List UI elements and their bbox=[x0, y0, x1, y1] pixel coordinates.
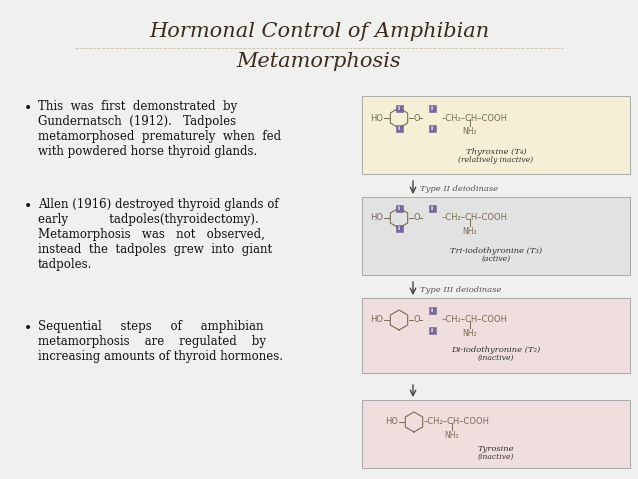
FancyBboxPatch shape bbox=[429, 205, 436, 212]
Text: HO: HO bbox=[370, 114, 383, 123]
Text: •: • bbox=[24, 322, 33, 336]
Text: Type III deiodinase: Type III deiodinase bbox=[420, 286, 501, 294]
Text: i: i bbox=[431, 105, 433, 111]
Text: –CH₂–CH–COOH: –CH₂–CH–COOH bbox=[442, 214, 508, 223]
Text: (inactive): (inactive) bbox=[478, 453, 514, 461]
Text: HO: HO bbox=[370, 214, 383, 223]
Text: NH₂: NH₂ bbox=[463, 227, 477, 236]
Text: NH₂: NH₂ bbox=[463, 329, 477, 338]
Text: –CH₂–CH–COOH: –CH₂–CH–COOH bbox=[424, 418, 490, 426]
Text: Di-iodothyronine (T₂): Di-iodothyronine (T₂) bbox=[451, 346, 540, 354]
Text: HO: HO bbox=[385, 418, 398, 426]
Text: –CH₂–CH–COOH: –CH₂–CH–COOH bbox=[442, 114, 508, 123]
FancyBboxPatch shape bbox=[396, 125, 403, 132]
Text: Metamorphosis: Metamorphosis bbox=[237, 52, 401, 71]
Text: •: • bbox=[24, 102, 33, 116]
FancyBboxPatch shape bbox=[429, 125, 436, 132]
Text: •: • bbox=[24, 200, 33, 214]
FancyBboxPatch shape bbox=[396, 205, 403, 212]
Text: Tri-iodothyronine (T₃): Tri-iodothyronine (T₃) bbox=[450, 247, 542, 255]
Text: i: i bbox=[431, 308, 433, 312]
Text: O: O bbox=[413, 214, 420, 223]
Text: Tyrosine: Tyrosine bbox=[478, 445, 514, 453]
Text: Thyroxine (T₄): Thyroxine (T₄) bbox=[466, 148, 526, 156]
Text: NH₂: NH₂ bbox=[445, 431, 459, 440]
FancyBboxPatch shape bbox=[429, 327, 436, 333]
Text: This  was  first  demonstrated  by
Gundernatsch  (1912).   Tadpoles
metamorphose: This was first demonstrated by Gundernat… bbox=[38, 100, 281, 158]
FancyBboxPatch shape bbox=[429, 104, 436, 112]
Text: Hormonal Control of Amphibian: Hormonal Control of Amphibian bbox=[149, 22, 489, 41]
Text: i: i bbox=[431, 205, 433, 210]
FancyBboxPatch shape bbox=[396, 225, 403, 231]
Text: –CH₂–CH–COOH: –CH₂–CH–COOH bbox=[442, 316, 508, 324]
Text: Type II deiodinase: Type II deiodinase bbox=[420, 185, 498, 193]
Text: O: O bbox=[413, 316, 420, 324]
Text: Allen (1916) destroyed thyroid glands of
early           tadpoles(thyroidectomy): Allen (1916) destroyed thyroid glands of… bbox=[38, 198, 279, 271]
Text: (inactive): (inactive) bbox=[478, 354, 514, 362]
Text: i: i bbox=[431, 328, 433, 332]
FancyBboxPatch shape bbox=[362, 96, 630, 174]
FancyBboxPatch shape bbox=[362, 298, 630, 373]
Text: (relatively inactive): (relatively inactive) bbox=[459, 156, 533, 164]
Text: i: i bbox=[398, 205, 400, 210]
FancyBboxPatch shape bbox=[362, 400, 630, 468]
Text: i: i bbox=[398, 105, 400, 111]
Text: HO: HO bbox=[370, 316, 383, 324]
FancyBboxPatch shape bbox=[396, 104, 403, 112]
FancyBboxPatch shape bbox=[362, 197, 630, 275]
Text: i: i bbox=[398, 226, 400, 230]
Text: O: O bbox=[413, 114, 420, 123]
Text: i: i bbox=[431, 125, 433, 130]
FancyBboxPatch shape bbox=[429, 307, 436, 313]
Text: (active): (active) bbox=[482, 255, 510, 263]
Text: i: i bbox=[398, 125, 400, 130]
Text: Sequential     steps     of     amphibian
metamorphosis    are    regulated    b: Sequential steps of amphibian metamorpho… bbox=[38, 320, 283, 363]
Text: NH₂: NH₂ bbox=[463, 127, 477, 136]
